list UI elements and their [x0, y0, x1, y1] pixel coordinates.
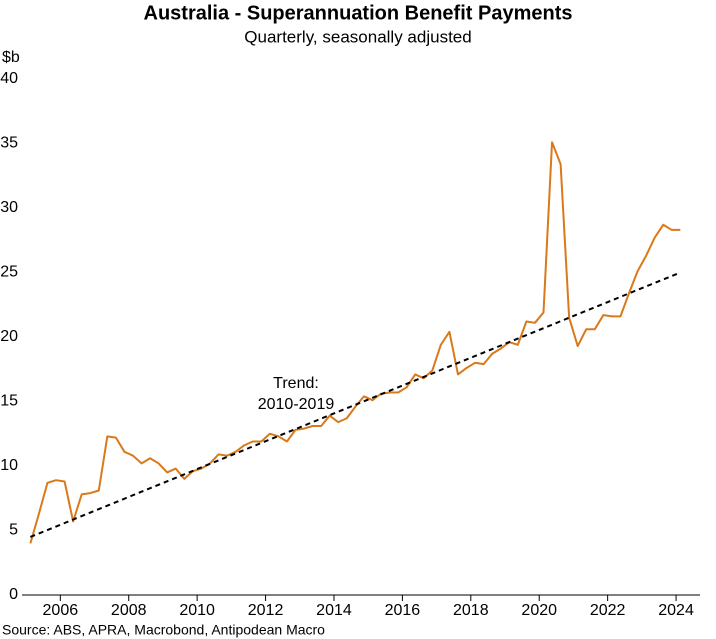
y-tick-label: 40: [0, 70, 18, 87]
x-tick-label: 2020: [521, 602, 557, 619]
x-tick-label: 2016: [385, 602, 421, 619]
chart-title: Australia - Superannuation Benefit Payme…: [144, 2, 573, 24]
y-axis-label: $b: [2, 49, 20, 66]
x-tick-label: 2008: [111, 602, 147, 619]
y-tick-label: 10: [0, 457, 18, 474]
y-tick-label: 5: [9, 522, 18, 539]
x-tick-label: 2024: [658, 602, 694, 619]
chart-subtitle: Quarterly, seasonally adjusted: [244, 27, 471, 46]
y-tick-label: 30: [0, 199, 18, 216]
x-tick-label: 2018: [453, 602, 489, 619]
x-tick-label: 2012: [248, 602, 284, 619]
source: Source: ABS, APRA, Macrobond, Antipodean…: [2, 622, 325, 638]
y-tick-label: 20: [0, 328, 18, 345]
annotation: 2010-2019: [258, 396, 335, 413]
x-tick-label: 2022: [590, 602, 626, 619]
y-tick-label: 35: [0, 135, 18, 152]
y-tick-label: 0: [9, 586, 18, 603]
x-tick-label: 2006: [43, 602, 79, 619]
x-tick-label: 2014: [316, 602, 352, 619]
x-tick-label: 2010: [179, 602, 215, 619]
data-line: [29, 141, 681, 544]
annotation: Trend:: [273, 375, 319, 392]
y-tick-label: 25: [0, 264, 18, 281]
y-tick-label: 15: [0, 393, 18, 410]
trend-line: [30, 271, 681, 538]
